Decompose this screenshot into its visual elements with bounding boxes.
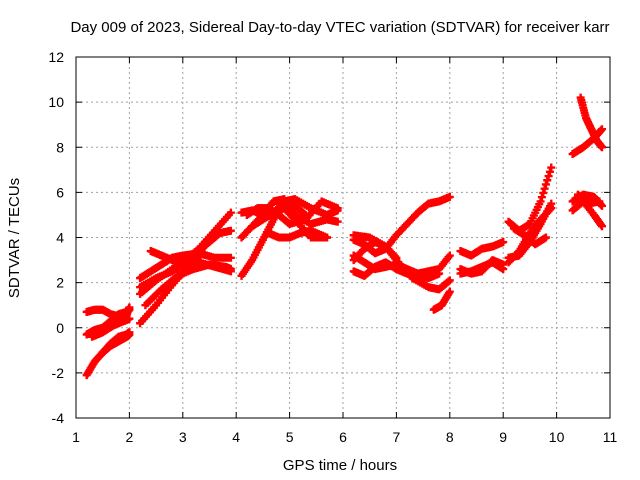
- data-point: [547, 204, 556, 213]
- series-track-26: [456, 256, 508, 278]
- data-point: [544, 172, 553, 181]
- y-tick-label: -2: [52, 365, 65, 381]
- series-track-30: [509, 224, 550, 249]
- x-tick-label: 7: [393, 429, 401, 445]
- y-tick-label: 2: [56, 275, 64, 291]
- x-tick-label: 10: [549, 429, 565, 445]
- data-point: [543, 176, 552, 185]
- data-point: [435, 269, 444, 278]
- series-track-35: [573, 190, 604, 208]
- y-axis-title: SDTVAR / TECUs: [6, 178, 23, 298]
- data-point: [499, 238, 508, 247]
- series-track-16: [264, 226, 331, 242]
- data-point: [537, 193, 546, 202]
- data-point: [545, 167, 554, 176]
- series-track-24: [456, 238, 508, 260]
- data-point: [391, 252, 400, 261]
- y-tick-label: 0: [56, 320, 64, 336]
- data-marks: [82, 93, 606, 380]
- data-point: [445, 287, 454, 296]
- data-point: [540, 184, 549, 193]
- data-point: [125, 330, 134, 339]
- data-point: [541, 180, 550, 189]
- series-track-11: [136, 249, 209, 292]
- data-point: [125, 314, 134, 323]
- x-tick-label: 2: [126, 429, 134, 445]
- series-track-23: [429, 287, 454, 314]
- data-point: [200, 249, 209, 258]
- data-point: [597, 201, 606, 210]
- data-point: [545, 205, 554, 214]
- chart-title: Day 009 of 2023, Sidereal Day-to-day VTE…: [70, 19, 609, 36]
- data-point: [445, 192, 454, 201]
- data-point: [333, 204, 342, 213]
- series-track-32: [576, 93, 606, 152]
- data-point: [595, 197, 604, 206]
- y-tick-label: -4: [52, 410, 65, 426]
- data-point: [445, 251, 454, 260]
- y-tick-label: 4: [56, 230, 64, 246]
- series-track-4: [88, 314, 134, 341]
- data-point: [597, 143, 606, 152]
- data-point: [445, 276, 454, 285]
- series-track-10: [141, 260, 235, 310]
- data-point: [499, 260, 508, 269]
- data-point: [125, 305, 134, 314]
- data-point: [539, 188, 548, 197]
- x-tick-label: 6: [339, 429, 347, 445]
- x-tick-label: 11: [603, 429, 618, 445]
- x-axis-title: GPS time / hours: [283, 457, 397, 474]
- series-track-29: [504, 204, 556, 267]
- data-point: [333, 217, 342, 226]
- x-tick-label: 5: [286, 429, 294, 445]
- data-point: [392, 253, 401, 262]
- series-track-18: [349, 192, 454, 258]
- x-tick-label: 8: [446, 429, 454, 445]
- series-track-27: [504, 163, 556, 235]
- x-tick-label: 9: [499, 429, 507, 445]
- data-point: [541, 233, 550, 242]
- series-track-17: [237, 197, 310, 219]
- data-point: [547, 163, 556, 172]
- series-track-22: [349, 231, 401, 262]
- data-point: [597, 125, 606, 134]
- y-tick-label: 12: [48, 49, 64, 65]
- data-point: [597, 222, 606, 231]
- x-tick-label: 1: [72, 429, 80, 445]
- data-point: [301, 210, 310, 219]
- series-track-5: [98, 330, 134, 357]
- x-tick-label: 4: [232, 429, 240, 445]
- data-point: [536, 197, 545, 206]
- data-point: [226, 226, 235, 235]
- data-point: [322, 233, 331, 242]
- y-tick-label: 6: [56, 184, 64, 200]
- y-tick-label: 8: [56, 139, 64, 155]
- data-point: [226, 253, 235, 262]
- y-tick-label: 10: [48, 94, 64, 110]
- data-point: [226, 208, 235, 217]
- x-tick-label: 3: [179, 429, 187, 445]
- data-point: [226, 265, 235, 274]
